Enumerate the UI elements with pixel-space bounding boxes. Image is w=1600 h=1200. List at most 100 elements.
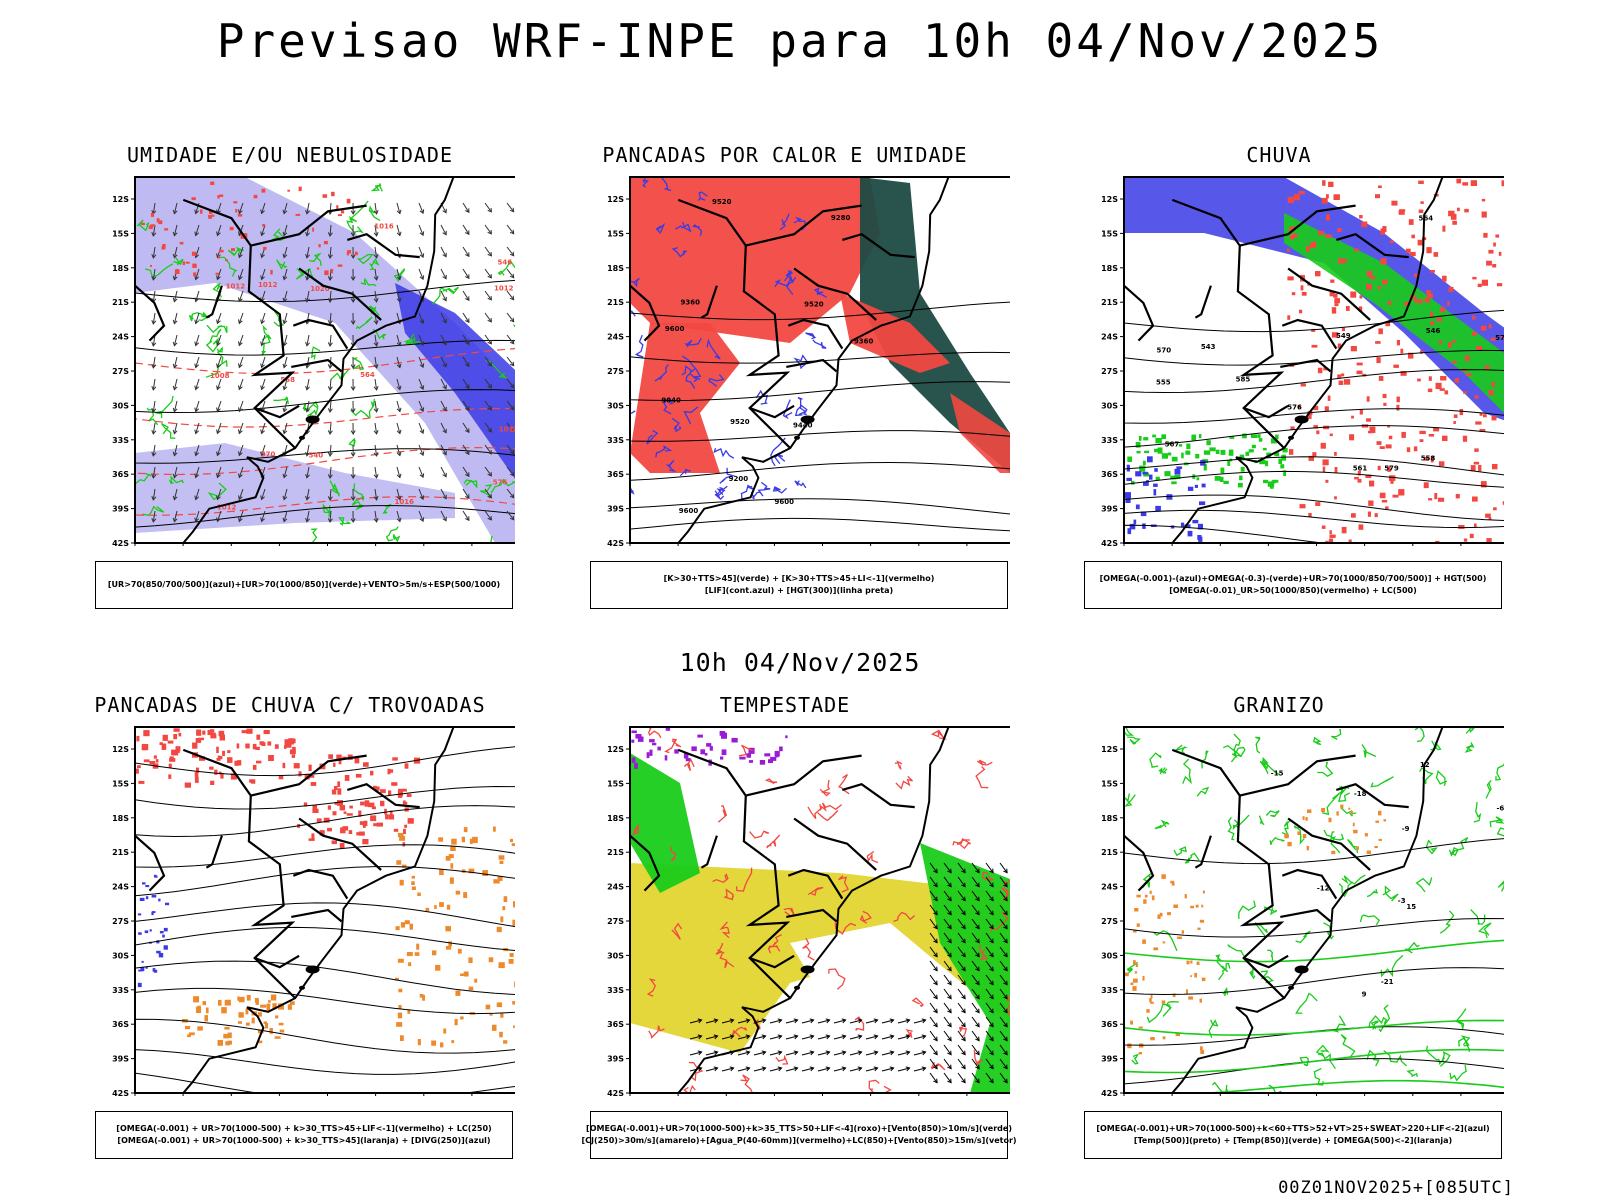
rain-red-speckle bbox=[1378, 185, 1382, 188]
wind-vector bbox=[484, 290, 492, 301]
state-border bbox=[841, 782, 915, 809]
wind-vector bbox=[484, 510, 492, 521]
wind-vector bbox=[260, 444, 266, 457]
thunder-red-speckle bbox=[267, 741, 272, 746]
wind-vector bbox=[238, 378, 244, 391]
thunder-red-speckle bbox=[337, 781, 341, 788]
wind-vector bbox=[971, 904, 980, 916]
thunder-orange-speckle bbox=[400, 1035, 404, 1041]
rain-green-speckle bbox=[1127, 456, 1132, 462]
omega500-orange-speckle bbox=[1132, 960, 1136, 965]
thunder-red-speckle bbox=[310, 782, 317, 786]
wind-vector bbox=[440, 444, 447, 456]
rain-red-speckle bbox=[1379, 492, 1386, 499]
wind-vector bbox=[971, 932, 980, 944]
temp850-contour bbox=[1414, 727, 1425, 743]
rain-red-speckle bbox=[1324, 406, 1329, 412]
lifted-index-contour bbox=[630, 486, 635, 495]
storm-purple-speckle bbox=[779, 746, 783, 752]
wind-vector bbox=[373, 400, 379, 413]
rain-red-speckle bbox=[1358, 306, 1363, 312]
rain-red-speckle bbox=[1354, 476, 1359, 480]
label-speckle bbox=[312, 227, 315, 232]
panel-title: GRANIZO bbox=[1233, 693, 1325, 717]
temp850-contour bbox=[1330, 728, 1342, 740]
thunder-red-speckle bbox=[256, 734, 261, 740]
label-speckle bbox=[316, 267, 320, 270]
thunder-red-speckle bbox=[268, 755, 274, 761]
rain-red-speckle bbox=[1331, 332, 1339, 338]
lat-tick-label: 36S bbox=[607, 1020, 624, 1029]
thunder-orange-speckle bbox=[404, 920, 410, 925]
omega500-orange-speckle bbox=[1144, 894, 1148, 898]
thunder-orange-speckle bbox=[438, 837, 444, 842]
rain-red-speckle bbox=[1361, 221, 1368, 228]
label-speckle bbox=[330, 268, 334, 274]
streamline bbox=[135, 1018, 515, 1054]
wind-vector bbox=[462, 510, 470, 522]
rain-red-speckle bbox=[1366, 396, 1370, 402]
wind-vector bbox=[396, 290, 402, 303]
wind-vector bbox=[957, 1002, 966, 1014]
thunder-orange-speckle bbox=[274, 1036, 281, 1039]
thunder-orange-speckle bbox=[409, 923, 413, 930]
low-level-humidity-contour bbox=[392, 533, 401, 543]
thunder-red-speckle bbox=[289, 749, 296, 755]
rain-red-speckle bbox=[1417, 299, 1423, 304]
wind-vector bbox=[396, 224, 402, 237]
temp850-contour bbox=[1317, 761, 1334, 777]
rain-green-speckle bbox=[1265, 460, 1269, 467]
precipitable-water-contour bbox=[646, 978, 657, 997]
thunder-red-speckle bbox=[348, 830, 353, 834]
thunder-red-speckle bbox=[339, 843, 345, 849]
thunder-red-speckle bbox=[143, 759, 150, 763]
wind-vector bbox=[785, 1066, 799, 1072]
height-500-contour bbox=[1124, 408, 1504, 424]
thunder-red-speckle bbox=[210, 734, 217, 739]
thunder-red-speckle bbox=[159, 742, 163, 745]
state-border bbox=[700, 835, 718, 869]
wind-vector bbox=[971, 988, 980, 1000]
wind-vector bbox=[705, 1018, 719, 1024]
lat-tick-label: 21S bbox=[1101, 848, 1118, 857]
wind-vector bbox=[418, 422, 425, 435]
wind-vector bbox=[689, 1050, 703, 1056]
omega500-orange-speckle bbox=[1374, 846, 1378, 849]
thunder-orange-speckle bbox=[238, 1012, 244, 1018]
rain-green-speckle bbox=[1170, 475, 1177, 480]
legend-line: [OMEGA(-0.001) + UR>70(1000-500) + k>30_… bbox=[116, 1124, 492, 1133]
label-speckle bbox=[179, 241, 184, 245]
lifted-index-contour bbox=[772, 486, 788, 494]
rain-red-speckle bbox=[1428, 498, 1433, 501]
rain-red-speckle bbox=[1423, 482, 1429, 489]
label-speckle bbox=[341, 210, 345, 214]
lat-tick-label: 36S bbox=[607, 470, 624, 479]
wind-vector bbox=[350, 378, 356, 391]
thunder-red-speckle bbox=[402, 788, 407, 792]
wind-vector bbox=[350, 400, 356, 413]
rain-red-speckle bbox=[1329, 534, 1336, 538]
wind-vector bbox=[373, 488, 379, 501]
lat-tick-label: 24S bbox=[1101, 333, 1118, 342]
wind-vector bbox=[943, 876, 952, 888]
label-speckle bbox=[336, 205, 339, 210]
thunder-orange-speckle bbox=[461, 836, 465, 843]
storm-purple-speckle bbox=[774, 750, 780, 757]
low-level-humidity-contour bbox=[136, 219, 150, 232]
wind-vector bbox=[440, 488, 447, 500]
thunder-red-speckle bbox=[178, 732, 182, 737]
omega500-orange-speckle bbox=[1171, 882, 1175, 886]
omega500-orange-speckle bbox=[1297, 831, 1301, 835]
wind-vector bbox=[506, 378, 515, 389]
contour-label: -15 bbox=[1271, 769, 1284, 777]
wind-vector bbox=[957, 904, 966, 916]
thunder-orange-speckle bbox=[402, 864, 407, 868]
wind-vector bbox=[260, 488, 266, 501]
wind-vector bbox=[440, 466, 447, 478]
omega500-orange-speckle bbox=[1364, 833, 1368, 837]
temp850-contour bbox=[1435, 770, 1448, 787]
storm-purple-speckle bbox=[657, 746, 661, 751]
wind-vector bbox=[971, 1002, 980, 1014]
rain-red-speckle bbox=[1300, 285, 1304, 291]
thunder-orange-speckle bbox=[489, 1013, 493, 1016]
